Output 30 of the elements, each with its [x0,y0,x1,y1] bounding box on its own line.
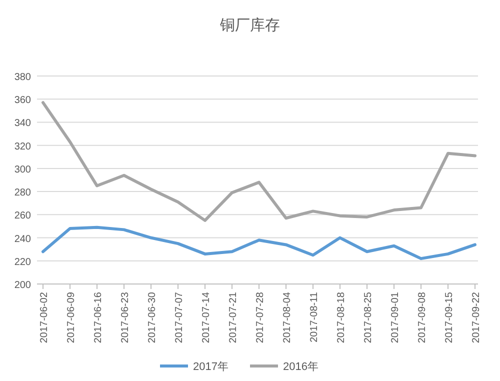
x-tick-label: 2017-06-09 [66,292,77,344]
x-tick-label: 2017-07-07 [174,292,185,344]
x-tick-label: 2017-09-01 [390,292,401,344]
legend-label: 2017年 [193,361,228,373]
x-tick-label: 2017-06-02 [39,292,50,344]
x-tick-label: 2017-08-18 [336,292,347,344]
x-tick-label: 2017-07-14 [201,292,212,344]
y-tick-label: 200 [14,280,32,291]
y-tick-label: 320 [14,141,32,152]
y-tick-label: 340 [14,118,32,130]
y-tick-label: 220 [14,256,32,268]
y-tick-label: 280 [14,188,32,199]
x-tick-label: 2017-09-15 [444,292,455,344]
x-tick-label: 2017-08-25 [363,292,374,344]
x-tick-label: 2017-08-11 [309,292,320,342]
x-tick-label: 2017-09-08 [417,292,428,344]
y-tick-label: 360 [14,95,32,106]
legend-label: 2016年 [283,361,318,373]
x-tick-label: 2017-09-22 [471,292,482,344]
y-tick-label: 300 [14,164,32,176]
x-tick-label: 2017-07-21 [228,292,239,344]
y-tick-label: 240 [14,234,32,245]
y-tick-label: 380 [14,72,32,83]
x-tick-label: 2017-08-04 [282,292,293,344]
x-tick-label: 2017-06-30 [147,292,158,344]
y-tick-label: 260 [14,210,32,222]
x-tick-label: 2017-06-23 [120,292,131,344]
x-tick-label: 2017-06-16 [93,292,104,344]
x-tick-label: 2017-07-28 [255,292,266,344]
chart-title: 铜厂库存 [219,17,280,34]
